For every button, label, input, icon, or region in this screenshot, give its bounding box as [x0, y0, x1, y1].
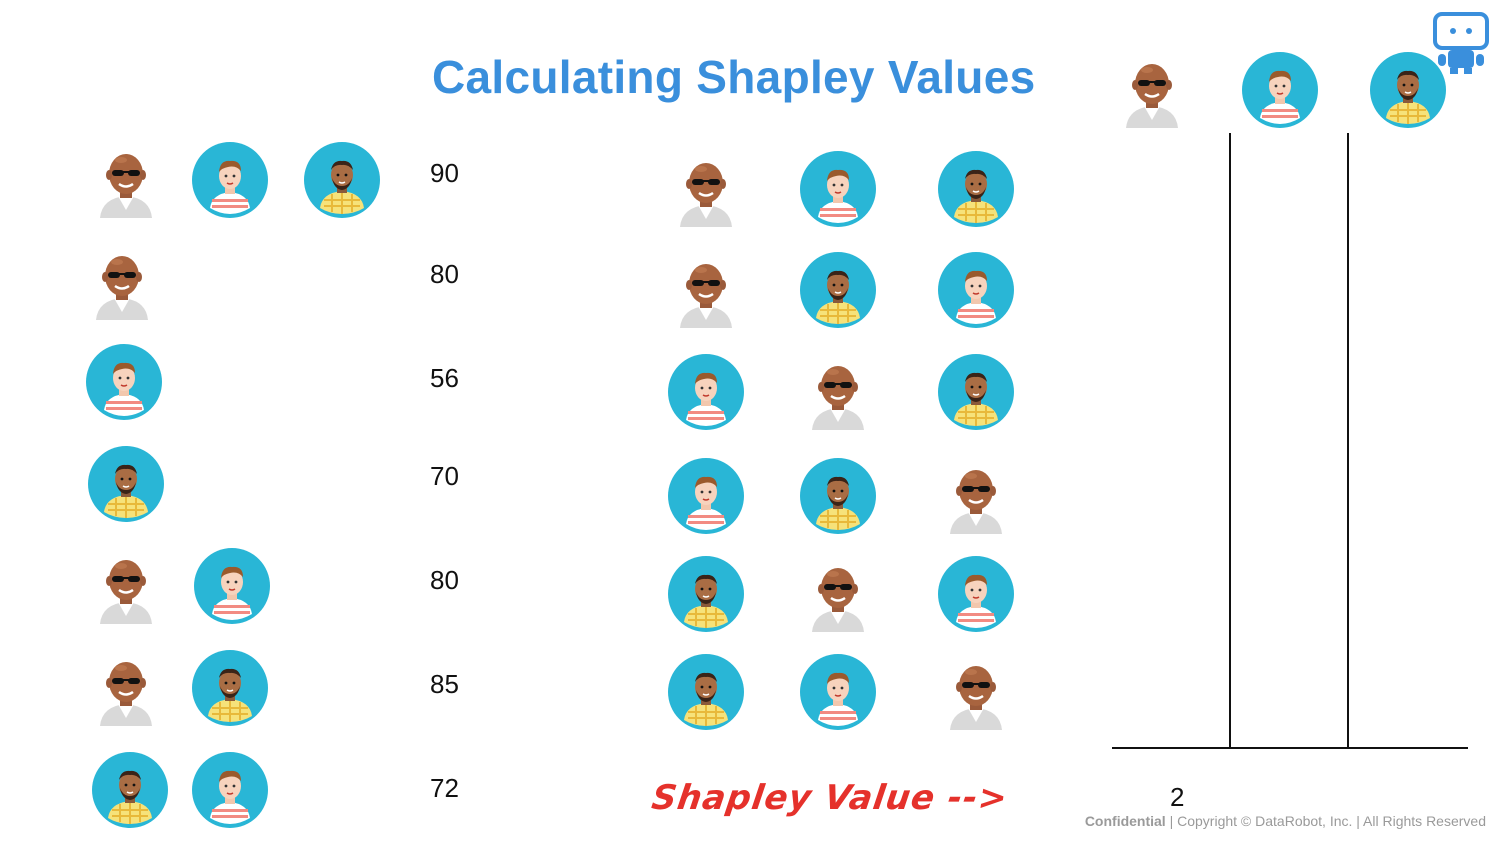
bald-man-sunglasses-avatar	[938, 458, 1014, 534]
bald-man-sunglasses-avatar	[1114, 52, 1190, 128]
young-man-striped-shirt-avatar	[668, 354, 744, 430]
bearded-man-plaid-shirt-avatar	[88, 446, 164, 522]
young-man-striped-shirt-avatar	[192, 142, 268, 218]
young-man-striped-shirt-avatar	[194, 548, 270, 624]
bald-man-sunglasses-avatar	[938, 654, 1014, 730]
bald-man-sunglasses-avatar	[800, 556, 876, 632]
young-man-striped-shirt-avatar	[192, 752, 268, 828]
coalition-value: 56	[430, 363, 459, 393]
young-man-striped-shirt-avatar	[938, 556, 1014, 632]
bearded-man-plaid-shirt-avatar	[668, 654, 744, 730]
young-man-striped-shirt-avatar	[800, 654, 876, 730]
footer-copyright-text: | Copyright © DataRobot, Inc. | All Righ…	[1165, 813, 1486, 829]
table-baseline	[1112, 747, 1468, 749]
footer-confidential: Confidential	[1084, 813, 1166, 829]
coalition-value: 90	[430, 158, 459, 188]
bald-man-sunglasses-avatar	[668, 252, 744, 328]
bearded-man-plaid-shirt-avatar	[800, 252, 876, 328]
bearded-man-plaid-shirt-avatar	[1370, 52, 1446, 128]
table-column-divider	[1347, 133, 1349, 749]
robot-logo-icon	[1432, 12, 1490, 74]
bald-man-sunglasses-avatar	[800, 354, 876, 430]
bald-man-sunglasses-avatar	[88, 650, 164, 726]
coalition-value: 72	[430, 773, 459, 803]
bearded-man-plaid-shirt-avatar	[668, 556, 744, 632]
young-man-striped-shirt-avatar	[86, 344, 162, 420]
young-man-striped-shirt-avatar	[800, 151, 876, 227]
bearded-man-plaid-shirt-avatar	[304, 142, 380, 218]
young-man-striped-shirt-avatar	[668, 458, 744, 534]
bearded-man-plaid-shirt-avatar	[938, 151, 1014, 227]
coalition-value: 70	[430, 461, 459, 491]
coalition-value: 80	[430, 565, 459, 595]
coalition-value: 80	[430, 259, 459, 289]
shapley-partial-value: 2	[1170, 782, 1185, 812]
bearded-man-plaid-shirt-avatar	[92, 752, 168, 828]
young-man-striped-shirt-avatar	[1242, 52, 1318, 128]
bearded-man-plaid-shirt-avatar	[192, 650, 268, 726]
table-column-divider	[1229, 133, 1231, 749]
bald-man-sunglasses-avatar	[88, 142, 164, 218]
bearded-man-plaid-shirt-avatar	[938, 354, 1014, 430]
footer-copyright: Confidential | Copyright © DataRobot, In…	[1085, 813, 1486, 829]
bearded-man-plaid-shirt-avatar	[800, 458, 876, 534]
young-man-striped-shirt-avatar	[938, 252, 1014, 328]
bald-man-sunglasses-avatar	[84, 244, 160, 320]
coalition-value: 85	[430, 669, 459, 699]
bald-man-sunglasses-avatar	[88, 548, 164, 624]
shapley-value-label: Shapley Value -->	[649, 778, 1011, 818]
bald-man-sunglasses-avatar	[668, 151, 744, 227]
page-title: Calculating Shapley Values	[432, 51, 1036, 103]
